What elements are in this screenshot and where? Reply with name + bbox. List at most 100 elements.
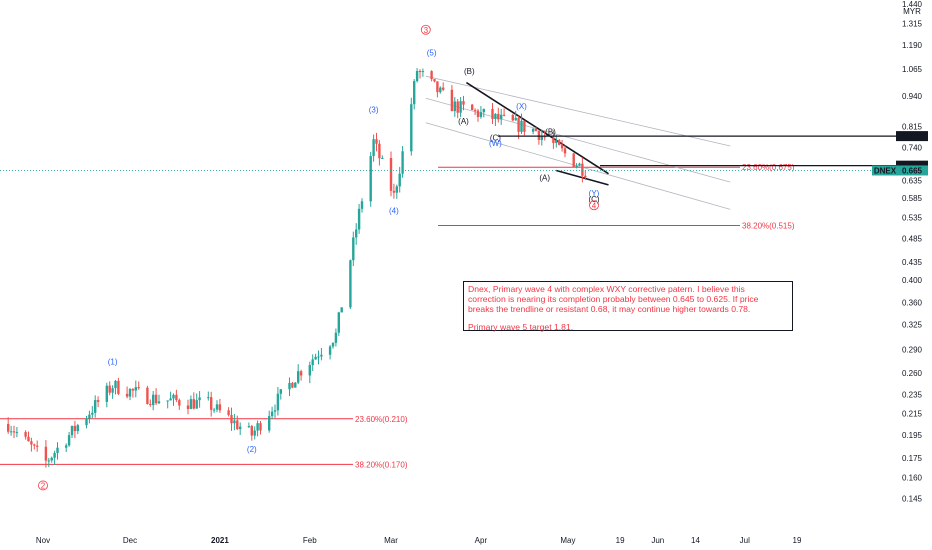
candle-body bbox=[453, 101, 456, 112]
candle-body bbox=[572, 153, 575, 167]
candle-body bbox=[418, 71, 422, 73]
time-tick-label: Jul bbox=[740, 536, 750, 545]
wave-label: (C) bbox=[588, 195, 599, 204]
note-line: correction is nearing its completion pro… bbox=[468, 294, 759, 304]
price-tick-label: 1.315 bbox=[902, 20, 923, 29]
candle-body bbox=[128, 389, 132, 397]
candle-body bbox=[268, 416, 271, 431]
price-axis[interactable]: 1.4401.3151.1901.0650.9400.8150.7400.680… bbox=[872, 0, 928, 504]
primary-wave-circle bbox=[420, 24, 431, 35]
candle-body bbox=[317, 356, 320, 358]
candle-body bbox=[575, 165, 578, 167]
candle-body bbox=[215, 404, 219, 410]
candle-body bbox=[482, 108, 485, 113]
candle-body bbox=[502, 114, 506, 116]
primary-wave-circle bbox=[589, 200, 599, 211]
price-tick-label: 0.260 bbox=[902, 369, 923, 378]
candle-body bbox=[531, 128, 535, 132]
candle-body bbox=[349, 260, 352, 308]
candle-body bbox=[198, 397, 201, 401]
candle-body bbox=[415, 71, 419, 82]
candle-body bbox=[218, 404, 222, 411]
candle-body bbox=[227, 410, 230, 415]
candle-body bbox=[24, 432, 27, 437]
price-tick-label: 0.485 bbox=[902, 234, 923, 243]
candle-body bbox=[56, 447, 59, 453]
time-tick-label: Mar bbox=[384, 536, 398, 545]
candle-body bbox=[294, 382, 297, 388]
candle-body bbox=[540, 135, 543, 140]
wave-label: (W) bbox=[489, 139, 502, 148]
price-tick-label: 1.065 bbox=[902, 65, 923, 74]
candle-body bbox=[355, 229, 358, 238]
candle-body bbox=[357, 208, 361, 230]
price-tick-label: 0.145 bbox=[902, 495, 923, 504]
candle-body bbox=[137, 387, 140, 389]
candle-body bbox=[462, 101, 465, 105]
candle-body bbox=[328, 346, 332, 355]
fib-level-label: 38.20%(0.515) bbox=[742, 222, 795, 231]
note-line: Dnex, Primary wave 4 with complex WXY co… bbox=[468, 284, 745, 294]
horizontal-lines bbox=[0, 135, 898, 171]
price-tick-label: 0.940 bbox=[902, 92, 923, 101]
candle-body bbox=[450, 89, 454, 112]
candle-body bbox=[476, 110, 480, 117]
candle-body bbox=[105, 385, 108, 402]
price-tag bbox=[896, 131, 928, 142]
candle-body bbox=[558, 140, 561, 145]
primary-wave-circle bbox=[38, 480, 48, 491]
time-axis[interactable]: Nov Dec 2021 Feb Mar Apr May 19 Jun 14 Jul 19 bbox=[36, 536, 802, 545]
price-tick-label: 1.190 bbox=[902, 41, 923, 50]
candle-body bbox=[195, 400, 198, 409]
candle-body bbox=[207, 397, 210, 399]
candle-body bbox=[413, 81, 416, 105]
candle-body bbox=[511, 114, 514, 121]
time-tick-label: May bbox=[560, 536, 575, 545]
candle-body bbox=[584, 175, 587, 178]
symbol-tag bbox=[872, 165, 898, 176]
primary-wave-label: 2 bbox=[41, 481, 46, 490]
wave-label: (Y) bbox=[589, 189, 600, 198]
price-tick-label: 0.235 bbox=[902, 391, 923, 400]
price-tick-label: 0.360 bbox=[902, 299, 923, 308]
candle-body bbox=[259, 423, 262, 431]
candle-body bbox=[212, 409, 216, 411]
candle-body bbox=[433, 79, 436, 82]
candle-body bbox=[378, 143, 381, 159]
price-tick-label: 0.585 bbox=[902, 194, 923, 203]
candle-body bbox=[30, 441, 33, 445]
time-tick-label: 14 bbox=[691, 536, 700, 545]
candle-body bbox=[555, 140, 558, 143]
candle-body bbox=[581, 163, 584, 176]
wave-label: (X) bbox=[516, 102, 527, 111]
primary-wave-label: 4 bbox=[592, 201, 597, 210]
candle-body bbox=[311, 359, 314, 366]
candle-body bbox=[27, 436, 30, 442]
candle-body bbox=[33, 444, 36, 446]
candle-body bbox=[236, 420, 239, 430]
time-tick-label: Jun bbox=[651, 536, 664, 545]
candle-body bbox=[276, 393, 280, 411]
candle-body bbox=[189, 399, 193, 409]
candle-body bbox=[436, 81, 439, 93]
candle-body bbox=[369, 156, 372, 202]
wave-label: (5) bbox=[427, 48, 437, 57]
candle-body bbox=[73, 425, 77, 432]
price-tick-label: 1.440 bbox=[902, 0, 923, 9]
candle-body bbox=[360, 201, 364, 209]
candle-body bbox=[372, 139, 375, 157]
price-tick-label: 0.435 bbox=[902, 258, 923, 267]
candle-body bbox=[250, 426, 253, 436]
fib-level-label: 38.20%(0.170) bbox=[355, 460, 408, 469]
candle-body bbox=[175, 394, 178, 401]
channel-line bbox=[425, 122, 731, 210]
candle-body bbox=[125, 393, 129, 397]
candle-body bbox=[314, 356, 317, 360]
candle-body bbox=[76, 425, 79, 432]
candle-body bbox=[517, 117, 520, 132]
price-tick-label: 0.535 bbox=[902, 213, 923, 222]
time-tick-label: Feb bbox=[303, 536, 317, 545]
candle-body bbox=[53, 452, 56, 458]
candle-body bbox=[91, 412, 94, 415]
